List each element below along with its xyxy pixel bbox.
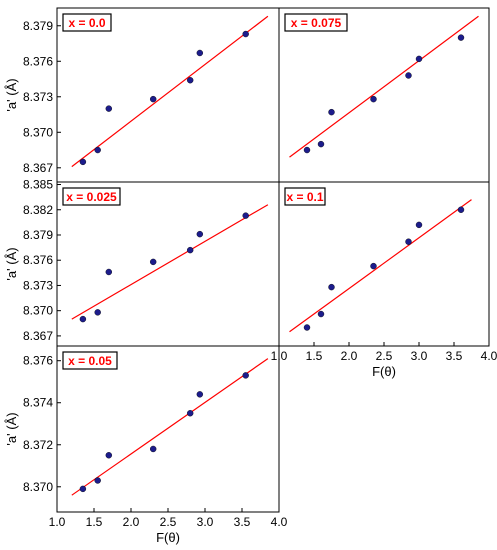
y-tick-label: 8.367: [23, 161, 53, 175]
x-tick-label: 2.5: [376, 349, 393, 363]
data-point: [457, 34, 465, 41]
data-point: [186, 410, 194, 417]
x-axis-title: F(θ): [372, 364, 396, 379]
y-tick-label: 8.372: [23, 438, 53, 452]
legend-box: [284, 187, 326, 206]
data-point: [196, 391, 204, 398]
data-point: [370, 95, 377, 103]
legend-label: x = 0.025: [66, 190, 117, 204]
legend-box: [284, 13, 348, 32]
data-point: [303, 324, 311, 331]
y-tick-label: 8.382: [23, 203, 53, 217]
data-point: [328, 108, 335, 116]
x-tick-label: 1.5: [306, 349, 323, 363]
data-point: [242, 30, 249, 38]
y-tick-label: 8.373: [23, 278, 53, 292]
y-axis-title: 'a' (Å): [4, 247, 19, 280]
fit-line: [289, 15, 479, 158]
data-point: [317, 140, 325, 148]
data-point: [94, 309, 101, 316]
data-point: [149, 258, 157, 266]
fit-line: [71, 358, 269, 496]
x-tick-label: 3.5: [234, 515, 251, 529]
x-tick-label: 3.0: [411, 349, 428, 363]
y-tick-label: 8.374: [23, 396, 53, 410]
data-point: [196, 230, 204, 238]
fit-line: [289, 199, 472, 333]
data-point: [79, 158, 87, 166]
legend-label: x = 0.0: [68, 16, 105, 30]
x-axis-title: F(θ): [156, 530, 180, 545]
data-point: [149, 95, 157, 103]
panel-x-0-1: 1.0 1.5 2.0 2.5 3.0 3.5 4.0x = 0.1F(θ): [271, 181, 497, 379]
x-tick-label: 3.0: [197, 515, 214, 529]
x-tick-label: 3.5: [446, 349, 463, 363]
y-tick-label: 8.370: [23, 480, 53, 494]
data-point: [317, 310, 325, 318]
y-tick-label: 8.376: [23, 54, 53, 68]
y-tick-label: 8.373: [23, 90, 53, 104]
plot-frame: [278, 7, 490, 183]
data-point: [79, 485, 87, 493]
panel-x-0-075: x = 0.075: [278, 7, 490, 183]
legend-label: x = 0.075: [291, 16, 342, 30]
data-point: [196, 49, 204, 57]
y-tick-label: 8.379: [23, 228, 53, 242]
y-tick-label: 8.385: [23, 178, 53, 192]
data-point: [303, 146, 311, 154]
data-point: [94, 146, 101, 154]
legend-box: [62, 351, 118, 370]
data-point: [186, 77, 194, 84]
panel-x-0-025: 8.367 8.370 8.373 8.376 8.379 8.382 8.385 x = 0…: [4, 178, 280, 347]
data-point: [94, 477, 101, 484]
legend-label: x = 0.1: [286, 190, 323, 204]
y-axis-title: 'a' (Å): [4, 78, 19, 111]
x-tick-label: 2.0: [341, 349, 358, 363]
x-tick-label: 4.0: [271, 515, 288, 529]
data-point: [105, 105, 113, 112]
x-tick-label: 4.0: [481, 349, 497, 363]
legend-label: x = 0.05: [68, 354, 112, 368]
x-tick-label: 1.0: [49, 515, 66, 529]
data-point: [242, 372, 249, 379]
y-axis-title: 'a' (Å): [4, 412, 19, 445]
fit-line: [71, 204, 269, 320]
x-tick-label: 2.5: [160, 515, 177, 529]
data-point: [457, 206, 465, 213]
y-tick-label: 8.376: [23, 253, 53, 267]
data-point: [149, 445, 157, 453]
x-tick-label: 2.0: [123, 515, 140, 529]
panel-x-0-0: 8.367 8.370 8.373 8.376 8.379 x = 0.0 'a' (Å): [4, 7, 280, 183]
data-point: [405, 72, 412, 79]
y-tick-label: 8.367: [23, 329, 53, 343]
data-point: [328, 283, 335, 291]
data-point: [405, 238, 412, 245]
y-tick-label: 8.376: [23, 354, 53, 368]
data-point: [415, 221, 423, 229]
data-point: [242, 212, 249, 219]
plot-frame: [278, 181, 490, 347]
y-tick-label: 8.379: [23, 19, 53, 33]
y-tick-label: 8.370: [23, 125, 53, 139]
legend-box: [62, 187, 121, 206]
plot-frame: [56, 181, 280, 347]
data-point: [415, 55, 423, 63]
data-point: [105, 452, 113, 459]
data-point: [79, 315, 87, 323]
plot-frame: [56, 345, 280, 513]
x-tick-label: 1.5: [86, 515, 103, 529]
data-point: [186, 246, 194, 254]
legend-box: [62, 13, 112, 32]
y-tick-label: 8.370: [23, 304, 53, 318]
data-point: [105, 268, 113, 276]
fit-line: [71, 15, 269, 168]
panel-x-0-05: 8.370 8.372 8.374 8.376 1.0 1.5 2.0 2.5 3.0 3.5 4.…: [4, 345, 288, 545]
data-point: [370, 262, 377, 270]
